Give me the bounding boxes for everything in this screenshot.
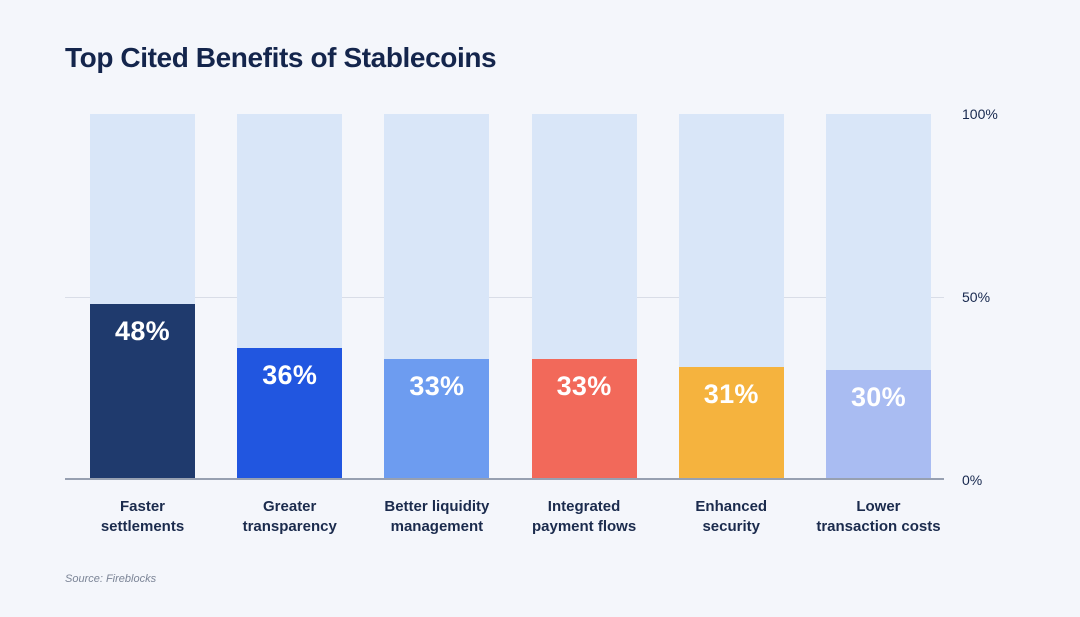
bar-track: 36% — [237, 114, 343, 480]
bar-track: 31% — [678, 114, 784, 480]
category-label-text: Enhanced security — [695, 498, 768, 536]
chart: 48% 36% 33% 33% 31% 30% Faster settlements Gre… — [65, 106, 1016, 541]
plot-column: 48% 36% 33% 33% 31% 30% Faster settlements Gre… — [65, 114, 944, 541]
bar-value-label: 31% — [703, 378, 759, 409]
x-axis-labels: Faster settlements Greater transparency Be… — [65, 497, 944, 541]
source-note: Source: Fireblocks — [65, 573, 157, 585]
bar-fill: 36% — [237, 348, 343, 480]
category-label-text: Lower transaction costs — [816, 498, 941, 536]
y-tick-label: 50% — [962, 289, 991, 305]
y-tick-label: 100% — [962, 106, 998, 122]
category-label: Integrated payment flows — [532, 497, 637, 541]
bar-fill: 48% — [90, 304, 195, 480]
bar-track: 48% — [90, 114, 195, 480]
bar-fill: 33% — [384, 359, 490, 480]
category-label-text: Better liquidity management — [384, 498, 490, 536]
bar-fill: 30% — [825, 370, 931, 480]
category-label: Greater transparency — [237, 497, 342, 541]
x-axis-baseline — [65, 478, 944, 480]
chart-title: Top Cited Benefits of Stablecoins — [65, 42, 497, 73]
bar-value-label: 30% — [850, 382, 906, 413]
category-label: Better liquidity management — [384, 497, 489, 541]
bar-fill: 31% — [678, 366, 784, 480]
category-label: Faster settlements — [90, 497, 195, 541]
category-label-text: Greater transparency — [242, 498, 337, 536]
bar-track: 33% — [531, 114, 637, 480]
bar-value-label: 48% — [115, 316, 170, 347]
bar-value-label: 33% — [409, 371, 465, 402]
bars-container: 48% 36% 33% 33% 31% 30% — [65, 114, 944, 480]
bar-value-label: 36% — [262, 360, 318, 391]
y-tick-label: 0% — [962, 472, 983, 488]
y-axis: 100% 50% 0% — [962, 106, 1016, 488]
bar-value-label: 33% — [556, 371, 612, 402]
bar-track: 30% — [825, 114, 931, 480]
category-label-text: Integrated payment flows — [531, 498, 637, 536]
bar-track: 33% — [384, 114, 490, 480]
category-label: Lower transaction costs — [816, 497, 940, 541]
plot-area: 48% 36% 33% 33% 31% 30% — [65, 114, 944, 480]
category-label: Enhanced security — [679, 497, 784, 541]
gridline-50 — [65, 297, 944, 298]
category-label-text: Faster settlements — [100, 498, 185, 536]
bar-fill: 33% — [531, 359, 637, 480]
